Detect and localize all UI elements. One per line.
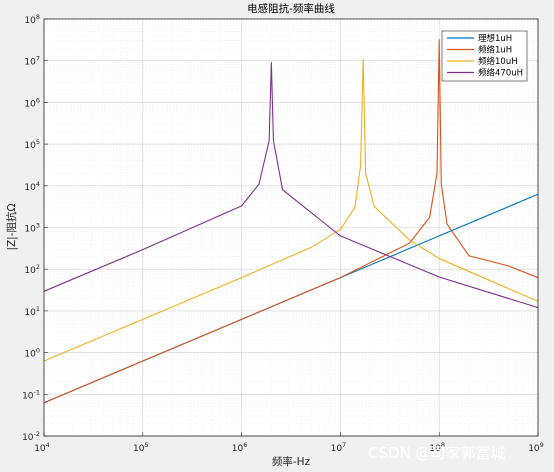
y-axis-label: |Z|-阻抗Ω xyxy=(5,203,18,250)
series-line-4 xyxy=(43,62,539,309)
series-line-3 xyxy=(43,58,539,362)
y-tick-label: 10-2 xyxy=(22,430,40,443)
x-tick-label: 107 xyxy=(331,441,347,454)
y-axis-ticks: 10-2 10-1 100 101 102 103 104 105 106 107 108 xyxy=(22,13,48,443)
y-tick-label: 102 xyxy=(24,263,40,276)
y-tick-label: 107 xyxy=(24,55,40,68)
y-tick-label: 108 xyxy=(24,13,40,26)
plot-area: 104 105 106 107 108 109 10-210-11001011021031… xyxy=(22,13,544,454)
legend-label: 频络10uH xyxy=(478,56,518,67)
legend-label: 理想1uH xyxy=(478,33,512,44)
y-tick-label: 101 xyxy=(24,305,40,318)
y-tick-label: 103 xyxy=(24,222,40,235)
chart-title: 电感阻抗-频率曲线 xyxy=(247,2,335,15)
x-tick-label: 106 xyxy=(232,441,248,454)
x-tick-label: 109 xyxy=(528,441,544,454)
y-tick-label: 105 xyxy=(24,138,40,151)
y-tick-label: 106 xyxy=(24,96,40,109)
y-tick-label: 100 xyxy=(24,347,40,360)
x-axis-ticks: 104 105 106 107 108 109 xyxy=(34,432,544,454)
watermark-text: CSDN @司家郭富城 xyxy=(368,444,506,462)
x-tick-label: 108 xyxy=(429,441,445,454)
x-axis-label: 频率-Hz xyxy=(272,455,311,468)
x-tick-label: 105 xyxy=(133,441,149,454)
x-tick-label: 104 xyxy=(34,441,50,454)
legend-label: 频络1uH xyxy=(478,45,512,56)
series-lines xyxy=(43,39,539,404)
series-line-2 xyxy=(43,39,539,404)
y-tick-label: 104 xyxy=(24,180,40,193)
legend-label: 频络470uH xyxy=(478,68,523,79)
y-tick-label: 10-1 xyxy=(22,388,40,401)
